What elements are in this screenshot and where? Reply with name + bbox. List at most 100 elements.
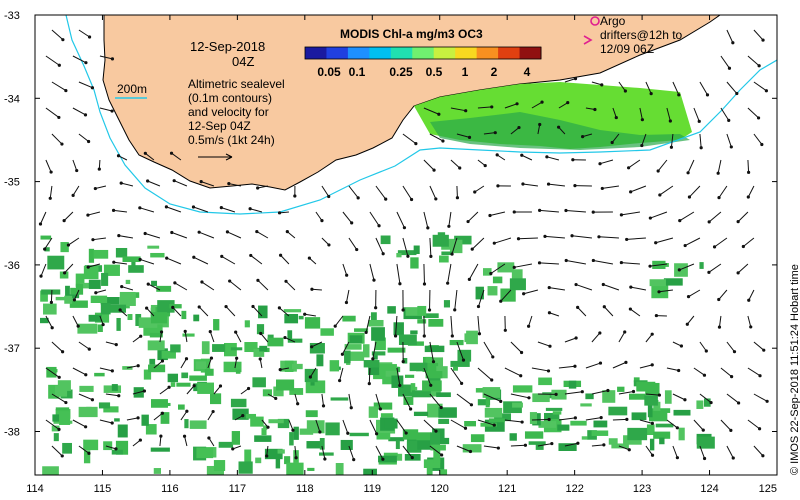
current-vector-head (598, 331, 602, 335)
current-vector-head (235, 356, 239, 360)
chlorophyll-patch (371, 327, 385, 341)
current-vector (209, 331, 215, 343)
chlorophyll-patch (319, 438, 325, 450)
current-vector (159, 386, 170, 395)
current-vector-head (669, 145, 674, 149)
current-vector-head (496, 184, 500, 188)
current-vector (132, 335, 142, 343)
current-vector (280, 254, 290, 265)
current-vector-head (57, 427, 61, 431)
current-vector-head (165, 256, 169, 260)
current-vector (315, 211, 323, 221)
current-vector-head (241, 414, 245, 418)
current-vector (504, 367, 521, 377)
chlorophyll-patch (422, 362, 439, 372)
chlorophyll-patch (43, 303, 57, 315)
current-vector-head (84, 425, 88, 429)
current-vector (450, 159, 461, 169)
current-vector (396, 263, 401, 284)
current-vector-head (729, 428, 733, 432)
chlorophyll-patch (402, 358, 408, 364)
chlorophyll-patch (153, 468, 161, 474)
current-vector (126, 365, 139, 369)
current-vector (672, 393, 686, 401)
chlorophyll-patch (119, 291, 136, 305)
chlorophyll-patch (319, 452, 334, 456)
current-vector-head (717, 325, 722, 329)
current-vector-head (172, 179, 176, 183)
current-vector (602, 185, 619, 189)
current-vector (655, 237, 674, 244)
current-vector-head (463, 426, 468, 430)
current-vector-head (159, 434, 163, 438)
chlorophyll-patch (253, 348, 265, 357)
current-vector (537, 443, 552, 447)
current-vector (546, 156, 560, 161)
current-vector-head (450, 252, 454, 256)
chlorophyll-patch (258, 305, 268, 319)
current-vector (564, 442, 578, 447)
chlorophyll-patch (441, 251, 454, 256)
chlorophyll-patch (340, 439, 353, 450)
current-vector-head (327, 194, 331, 199)
current-vector-head (540, 100, 544, 104)
current-vector-head (422, 334, 426, 338)
chlorophyll-patch (363, 344, 370, 358)
chlorophyll-patch (197, 382, 214, 394)
current-vector-head (520, 420, 524, 424)
chlorophyll-patch (147, 245, 160, 249)
current-vector-head (492, 423, 496, 427)
current-vector (708, 263, 722, 273)
current-vector (753, 81, 767, 92)
current-vector (621, 262, 640, 265)
x-tick-label: 122 (565, 483, 583, 495)
current-vector-head (546, 369, 551, 373)
chlorophyll-patch (696, 436, 715, 449)
chlorophyll-patch (69, 300, 88, 308)
current-vector (618, 391, 634, 395)
current-vector-head (490, 105, 494, 109)
current-vector-head (160, 359, 165, 363)
chlorophyll-patch (413, 245, 420, 255)
current-vector-head (164, 205, 168, 209)
current-vector (611, 133, 620, 143)
current-vector (726, 341, 735, 352)
chlorophyll-patch (509, 433, 517, 441)
scale-label: 0.5m/s (1kt 24h) (188, 133, 275, 147)
chlorophyll-patch (111, 384, 118, 391)
current-vector (171, 152, 182, 161)
chlorophyll-patch (380, 413, 393, 418)
current-vector-head (406, 254, 410, 258)
current-vector (78, 341, 90, 350)
current-vector-head (523, 443, 528, 447)
chlorophyll-patch (60, 242, 69, 253)
sealevel-legend: Altimetric sealevel (0.1m contours) and … (188, 77, 285, 147)
current-vector-head (120, 285, 124, 289)
current-vector-head (110, 57, 115, 61)
current-vector-head (640, 118, 644, 122)
current-vector-head (321, 404, 326, 408)
chlorophyll-patch (492, 276, 503, 284)
current-vector-head (57, 375, 61, 379)
current-vector (51, 393, 67, 403)
colorbar-swatch (455, 47, 478, 59)
chlorophyll-patch (388, 437, 405, 442)
current-vector-head (251, 304, 255, 309)
chlorophyll-patch (117, 424, 128, 438)
chlorophyll-patch (88, 314, 102, 322)
current-vector (726, 445, 734, 459)
chlorophyll-patch (453, 366, 458, 371)
y-tick-label: -33 (4, 10, 20, 22)
current-vector (348, 185, 359, 199)
current-vector (688, 289, 701, 298)
sealevel-line-3: and velocity for (188, 105, 269, 119)
current-vector (148, 283, 161, 291)
chlorophyll-patch (150, 252, 165, 258)
current-vector-head (48, 196, 52, 200)
current-vector-head (749, 325, 753, 329)
chlorophyll-patch (417, 437, 434, 450)
current-vector (184, 436, 188, 447)
current-vector (645, 393, 660, 396)
current-vector-head (143, 231, 147, 236)
chlorophyll-patch (287, 330, 293, 340)
